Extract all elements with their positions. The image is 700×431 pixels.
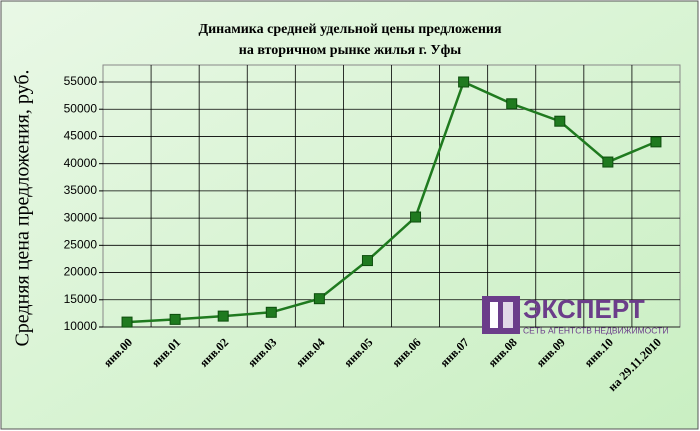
marker (361, 255, 373, 267)
logo-icon (482, 296, 520, 334)
y-tick-label: 40000 (64, 156, 98, 170)
logo-tagline: СЕТЬ АГЕНТСТВ НЕДВИЖИМОСТИ (523, 325, 668, 335)
marker (217, 310, 229, 322)
chart-title: Динамика средней удельной цены предложен… (198, 22, 502, 37)
logo: ЭКСПЕРТ СЕТЬ АГЕНТСТВ НЕДВИЖИМОСТИ (482, 294, 668, 335)
chart-subtitle: на вторичном рынке жилья г. Уфы (239, 43, 462, 58)
y-tick-label: 45000 (64, 129, 98, 143)
marker (169, 313, 181, 325)
y-tick-label: 35000 (64, 183, 98, 197)
y-tick-label: 50000 (64, 101, 98, 115)
marker (554, 115, 566, 127)
marker (410, 211, 422, 223)
marker (650, 136, 662, 148)
logo-name: ЭКСПЕРТ (523, 294, 645, 324)
logo-icon-part (490, 302, 498, 328)
marker (506, 98, 518, 110)
y-tick-label: 15000 (64, 292, 98, 306)
y-tick-label: 25000 (64, 238, 98, 252)
line (126, 80, 657, 324)
marker (602, 156, 614, 168)
y-tick-label: 10000 (64, 319, 98, 333)
marker (121, 316, 133, 328)
marker (313, 293, 325, 305)
marker (458, 76, 470, 88)
y-axis-label: Средняя цена предложения, руб. (12, 69, 34, 346)
y-tick-label: 55000 (64, 74, 98, 88)
logo-icon-part (503, 302, 513, 328)
marker (265, 306, 277, 318)
y-tick-label: 30000 (64, 210, 98, 224)
y-tick-label: 20000 (64, 265, 98, 279)
